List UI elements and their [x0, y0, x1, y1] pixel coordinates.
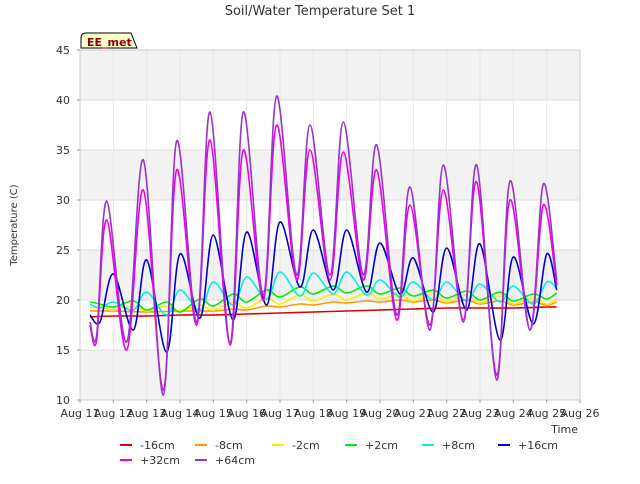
- y-tick-label: 35: [56, 144, 70, 157]
- y-tick-label: 20: [56, 294, 70, 307]
- y-tick-label: 10: [56, 394, 70, 407]
- x-tick-label: Aug 11: [61, 407, 100, 420]
- x-tick-label: Aug 20: [361, 407, 400, 420]
- y-tick-label: 25: [56, 244, 70, 257]
- series-line-0: [89, 306, 557, 318]
- x-axis-label: Time: [550, 423, 578, 436]
- x-tick-label: Aug 13: [127, 407, 166, 420]
- legend-label: +32cm: [140, 454, 180, 467]
- x-tick-label: Aug 15: [194, 407, 233, 420]
- series-line-2: [89, 292, 558, 312]
- series-layer: [89, 95, 558, 396]
- x-tick-label: Aug 24: [494, 407, 533, 420]
- legend: -16cm -8cm -2cm +2cm +8cm +16cm +32cm +64cm: [120, 439, 558, 467]
- y-tick-label: 30: [56, 194, 70, 207]
- x-tick-label: Aug 17: [261, 407, 300, 420]
- series-line-7: [89, 95, 558, 396]
- legend-label: -2cm: [292, 439, 320, 452]
- x-tick-label: Aug 23: [461, 407, 500, 420]
- y-tick-label: 45: [56, 44, 70, 57]
- x-tick-label: Aug 16: [227, 407, 266, 420]
- badge-label: EE_met: [87, 36, 132, 49]
- x-tick-label: Aug 25: [527, 407, 566, 420]
- series-line-6: [89, 124, 558, 391]
- x-tick-label: Aug 22: [427, 407, 466, 420]
- grid-lines: [79, 49, 581, 401]
- plot-border: [79, 49, 581, 401]
- legend-label: +16cm: [518, 439, 558, 452]
- x-tick-label: Aug 21: [394, 407, 433, 420]
- grid-band: [80, 350, 580, 400]
- x-tick-label: Aug 12: [94, 407, 133, 420]
- legend-label: +8cm: [442, 439, 475, 452]
- series-line-4: [89, 271, 558, 316]
- y-axis-label: Temperature (C): [9, 184, 20, 266]
- x-tick-label: Aug 19: [327, 407, 366, 420]
- plot-background: [80, 50, 580, 400]
- y-tick-label: 40: [56, 94, 70, 107]
- y-axis-ticks: 10 15 20 25 30 35 40 45: [56, 44, 80, 407]
- x-tick-label: Aug 18: [294, 407, 333, 420]
- legend-label: -8cm: [215, 439, 243, 452]
- ee-met-badge: EE_met: [80, 32, 138, 49]
- legend-label: +2cm: [365, 439, 398, 452]
- grid-band: [80, 150, 580, 200]
- grid-band: [80, 50, 580, 100]
- x-tick-label: Aug 26: [561, 407, 600, 420]
- badge-shape: [80, 32, 138, 49]
- x-tick-label: Aug 14: [161, 407, 200, 420]
- legend-label: -16cm: [140, 439, 175, 452]
- y-tick-label: 15: [56, 344, 70, 357]
- legend-label: +64cm: [215, 454, 255, 467]
- chart-title: Soil/Water Temperature Set 1: [225, 4, 416, 19]
- series-line-3: [89, 285, 558, 313]
